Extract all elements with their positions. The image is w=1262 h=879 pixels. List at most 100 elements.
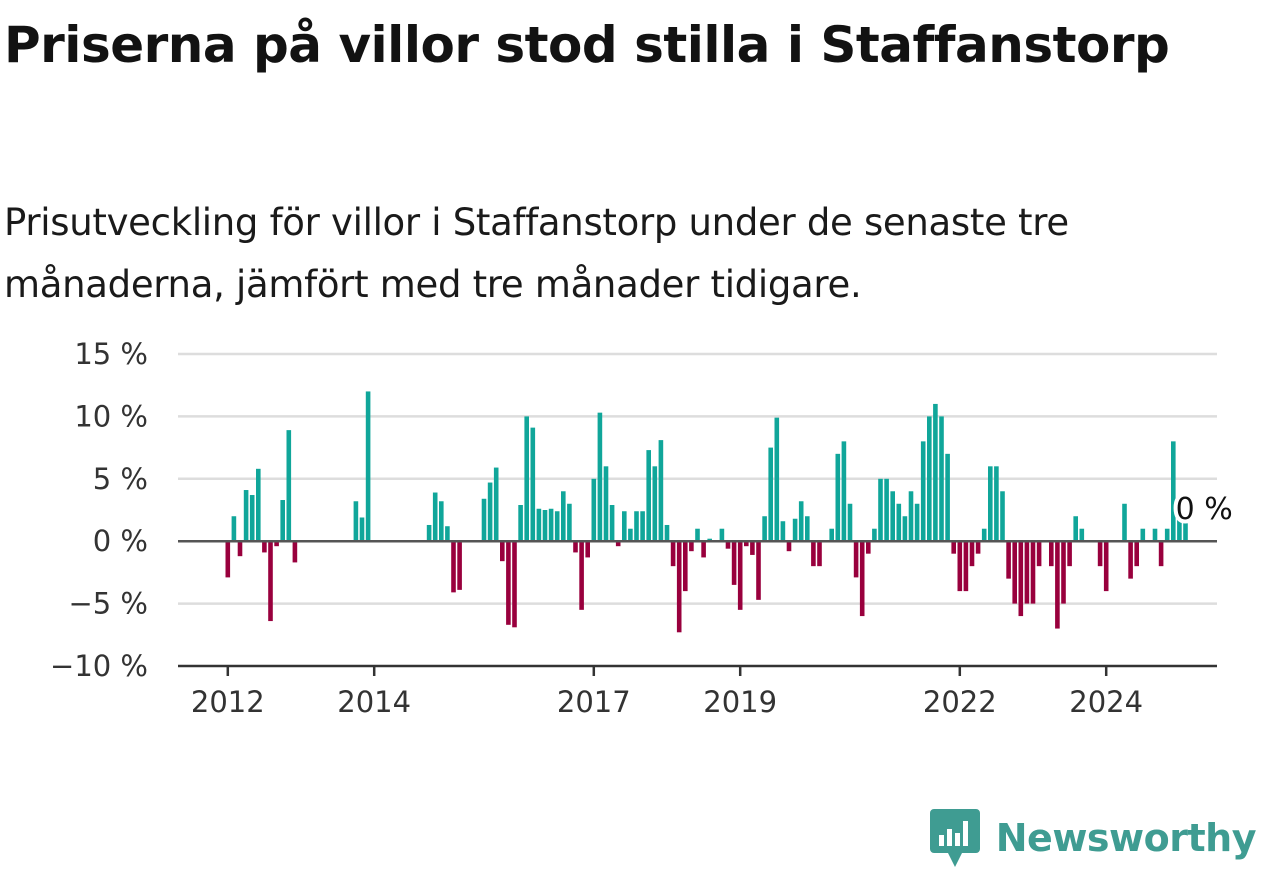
y-tick-label: 15 %: [74, 337, 148, 371]
x-tick-label: 2012: [191, 685, 265, 719]
bar: [365, 391, 371, 542]
bar: [646, 450, 651, 542]
bar: [920, 441, 926, 542]
newsworthy-logo-icon: [929, 809, 980, 867]
bar: [1128, 541, 1133, 579]
bar: [237, 541, 243, 557]
bar: [750, 541, 755, 555]
bar: [866, 541, 871, 554]
bar: [225, 541, 231, 578]
bar: [792, 518, 798, 542]
bar: [628, 528, 633, 542]
bar: [988, 466, 993, 542]
bar: [445, 526, 450, 542]
chart-title: Priserna på villor stod stilla i Staffan…: [4, 16, 1170, 74]
bar: [1079, 528, 1085, 542]
x-tick-label: 2014: [337, 685, 411, 719]
bar: [701, 541, 706, 558]
bar: [914, 503, 920, 542]
bar: [1097, 541, 1103, 567]
bar: [731, 541, 737, 585]
bar: [1122, 503, 1127, 542]
bar: [286, 430, 292, 542]
bar: [536, 508, 542, 542]
bar: [780, 521, 786, 542]
bar: [506, 541, 511, 625]
bar: [969, 541, 975, 567]
bar: [1171, 441, 1176, 542]
bar: [841, 441, 847, 542]
bar: [737, 541, 743, 610]
bar: [847, 503, 853, 542]
x-tick-label: 2022: [923, 685, 997, 719]
bar: [994, 466, 999, 542]
bar: [622, 511, 627, 542]
bar: [676, 541, 682, 633]
bar: [853, 541, 859, 578]
bar-series: [225, 391, 1188, 633]
bar: [981, 528, 987, 542]
bar: [481, 498, 487, 542]
axes: [178, 539, 1217, 676]
bar: [664, 524, 670, 542]
bar: [878, 478, 883, 542]
bar: [805, 516, 810, 542]
bar: [1103, 541, 1109, 592]
bar: [548, 508, 554, 542]
bar: [884, 478, 889, 542]
bar: [530, 427, 536, 542]
bar: [487, 482, 493, 542]
bar: [573, 541, 578, 553]
bar: [927, 416, 932, 542]
bar: [774, 417, 780, 542]
bar: [1073, 516, 1078, 542]
brand-name: Newsworthy: [995, 816, 1257, 860]
bar: [1183, 516, 1188, 542]
bar: [1152, 528, 1158, 542]
bar: [1134, 541, 1139, 567]
y-tick-label: −10 %: [50, 649, 148, 683]
bar: [939, 416, 944, 542]
bar: [658, 440, 664, 542]
bar: [585, 541, 590, 558]
bar: [963, 541, 969, 592]
bar: [786, 541, 792, 552]
bar: [817, 541, 822, 567]
bar: [231, 516, 237, 542]
bar: [500, 541, 505, 562]
bar: [640, 511, 645, 542]
bar: [451, 541, 456, 593]
bar: [890, 491, 895, 542]
bar: [359, 517, 365, 542]
bar: [567, 503, 572, 542]
bar: [683, 541, 688, 592]
bar: [1177, 503, 1182, 542]
bar: [1018, 541, 1024, 617]
bar: [615, 541, 621, 547]
y-tick-label: −5 %: [68, 587, 148, 621]
bar: [835, 453, 841, 542]
bar: [432, 492, 438, 542]
bar: [243, 490, 249, 542]
chart-subtitle: Prisutveckling för villor i Staffanstorp…: [4, 201, 1069, 306]
bar: [695, 528, 700, 542]
bar: [579, 541, 584, 610]
bar: [256, 468, 261, 542]
bar: [1030, 541, 1036, 604]
bar: [1006, 541, 1011, 579]
bar: [951, 541, 956, 554]
bar: [872, 528, 877, 542]
bar: [1140, 528, 1146, 542]
bar: [292, 541, 298, 563]
bar: [603, 466, 609, 542]
bar: [1024, 541, 1030, 604]
bar: [1067, 541, 1072, 567]
bar: [768, 447, 773, 542]
bar: [561, 491, 566, 542]
bar: [1000, 491, 1005, 542]
last-value-annotation: 0 %: [1176, 492, 1233, 527]
bar: [1049, 541, 1054, 567]
bar: [353, 501, 359, 542]
bar: [457, 541, 462, 590]
y-tick-label: 5 %: [93, 462, 148, 496]
